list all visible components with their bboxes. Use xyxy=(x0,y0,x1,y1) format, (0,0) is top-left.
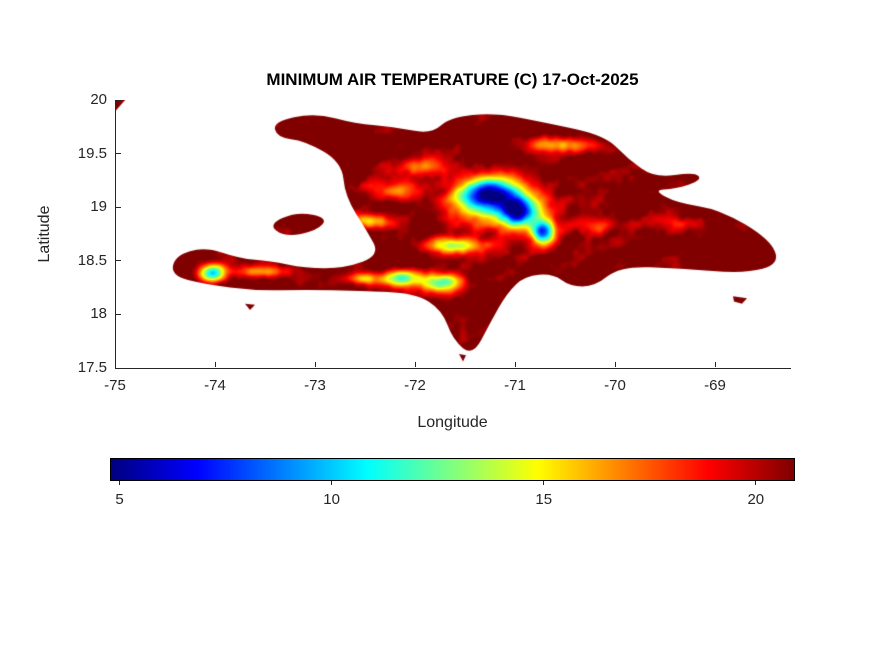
x-tick-mark xyxy=(514,362,516,367)
y-tick-label: 18 xyxy=(90,305,107,323)
colorbar-tick-label: 15 xyxy=(535,491,553,508)
x-tick-label: -73 xyxy=(304,377,326,394)
x-tick-mark xyxy=(414,362,416,367)
x-axis-label: Longitude xyxy=(417,414,488,431)
y-tick-label: 20 xyxy=(90,91,107,108)
colorbar-tick-mark xyxy=(543,481,545,485)
colorbar xyxy=(110,458,795,481)
plot-area xyxy=(115,100,790,368)
chart-title: MINIMUM AIR TEMPERATURE (C) 17-Oct-2025 xyxy=(266,70,639,89)
y-axis-label: Latitude xyxy=(36,205,53,263)
colorbar-tick-mark xyxy=(118,481,120,485)
colorbar-tick-label: 10 xyxy=(323,491,340,508)
y-tick-label: 17.5 xyxy=(77,359,107,376)
colorbar-tick-mark xyxy=(331,481,333,485)
colorbar-tick-label: 5 xyxy=(115,491,124,508)
y-tick-label: 19 xyxy=(90,198,107,216)
y-tick-mark xyxy=(116,99,121,101)
x-tick-label: -72 xyxy=(404,377,426,394)
colorbar-tick-label: 20 xyxy=(747,491,765,508)
x-tick-label: -74 xyxy=(204,377,226,394)
x-tick-label: -69 xyxy=(704,377,726,394)
y-tick-label: 19.5 xyxy=(77,144,107,162)
y-tick-mark xyxy=(116,260,121,262)
x-tick-mark xyxy=(614,362,616,367)
y-tick-mark xyxy=(116,153,121,155)
y-tick-mark xyxy=(116,313,121,315)
x-tick-label: -70 xyxy=(604,377,626,394)
x-tick-mark xyxy=(214,362,216,367)
temperature-map-canvas xyxy=(115,100,790,368)
y-tick-mark xyxy=(116,206,121,208)
colorbar-tick-mark xyxy=(755,481,757,485)
y-tick-label: 18.5 xyxy=(77,251,107,269)
y-axis-line xyxy=(115,100,116,369)
y-tick-mark xyxy=(116,367,121,369)
x-tick-mark xyxy=(314,362,316,367)
x-tick-mark xyxy=(714,362,716,367)
x-tick-mark xyxy=(114,362,116,367)
colorbar-gradient xyxy=(111,459,794,480)
x-axis-line xyxy=(115,368,791,369)
x-tick-label: -75 xyxy=(104,377,126,394)
x-tick-label: -71 xyxy=(504,377,526,394)
